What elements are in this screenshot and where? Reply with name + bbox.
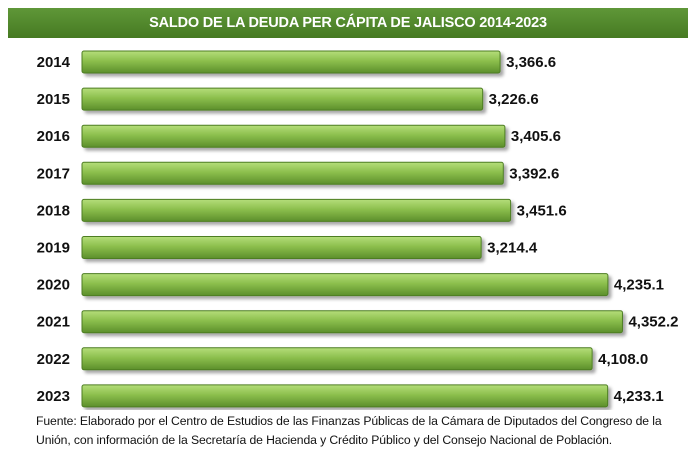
value-label-2014: 3,366.6 — [506, 54, 556, 71]
bar-2023 — [81, 384, 609, 408]
value-label-2015: 3,226.6 — [489, 91, 539, 108]
category-label-2015: 2015 — [37, 91, 70, 108]
category-label-2021: 2021 — [37, 314, 70, 331]
bar-2018 — [81, 198, 512, 222]
value-label-2021: 4,352.2 — [628, 314, 678, 331]
bar-2017 — [81, 161, 504, 185]
bar-2014 — [81, 50, 501, 74]
category-label-2019: 2019 — [37, 240, 70, 257]
category-label-2023: 2023 — [37, 388, 70, 405]
category-label-2016: 2016 — [37, 128, 70, 145]
category-label-2020: 2020 — [37, 277, 70, 294]
bar-2021 — [81, 310, 623, 334]
bar-2020 — [81, 273, 609, 297]
bar-2015 — [81, 87, 484, 111]
bar-2016 — [81, 124, 506, 148]
source-note: Fuente: Elaborado por el Centro de Estud… — [36, 414, 662, 447]
value-label-2023: 4,233.1 — [614, 388, 664, 405]
chart-title: SALDO DE LA DEUDA PER CÁPITA DE JALISCO … — [8, 8, 688, 38]
value-label-2016: 3,405.6 — [511, 128, 561, 145]
bar-2022 — [81, 347, 593, 371]
category-label-2022: 2022 — [37, 351, 70, 368]
category-label-2017: 2017 — [37, 165, 70, 182]
category-label-2018: 2018 — [37, 202, 70, 219]
value-label-2017: 3,392.6 — [509, 165, 559, 182]
value-label-2020: 4,235.1 — [614, 277, 664, 294]
bar-2019 — [81, 236, 482, 259]
value-label-2022: 4,108.0 — [598, 351, 648, 368]
value-label-2019: 3,214.4 — [487, 240, 538, 257]
category-label-2014: 2014 — [37, 54, 71, 71]
value-label-2018: 3,451.6 — [517, 202, 567, 219]
bar-chart: 2014 3,366.6 2015 3,226.6 2016 3,405.6 2017 3,3… — [37, 50, 679, 408]
